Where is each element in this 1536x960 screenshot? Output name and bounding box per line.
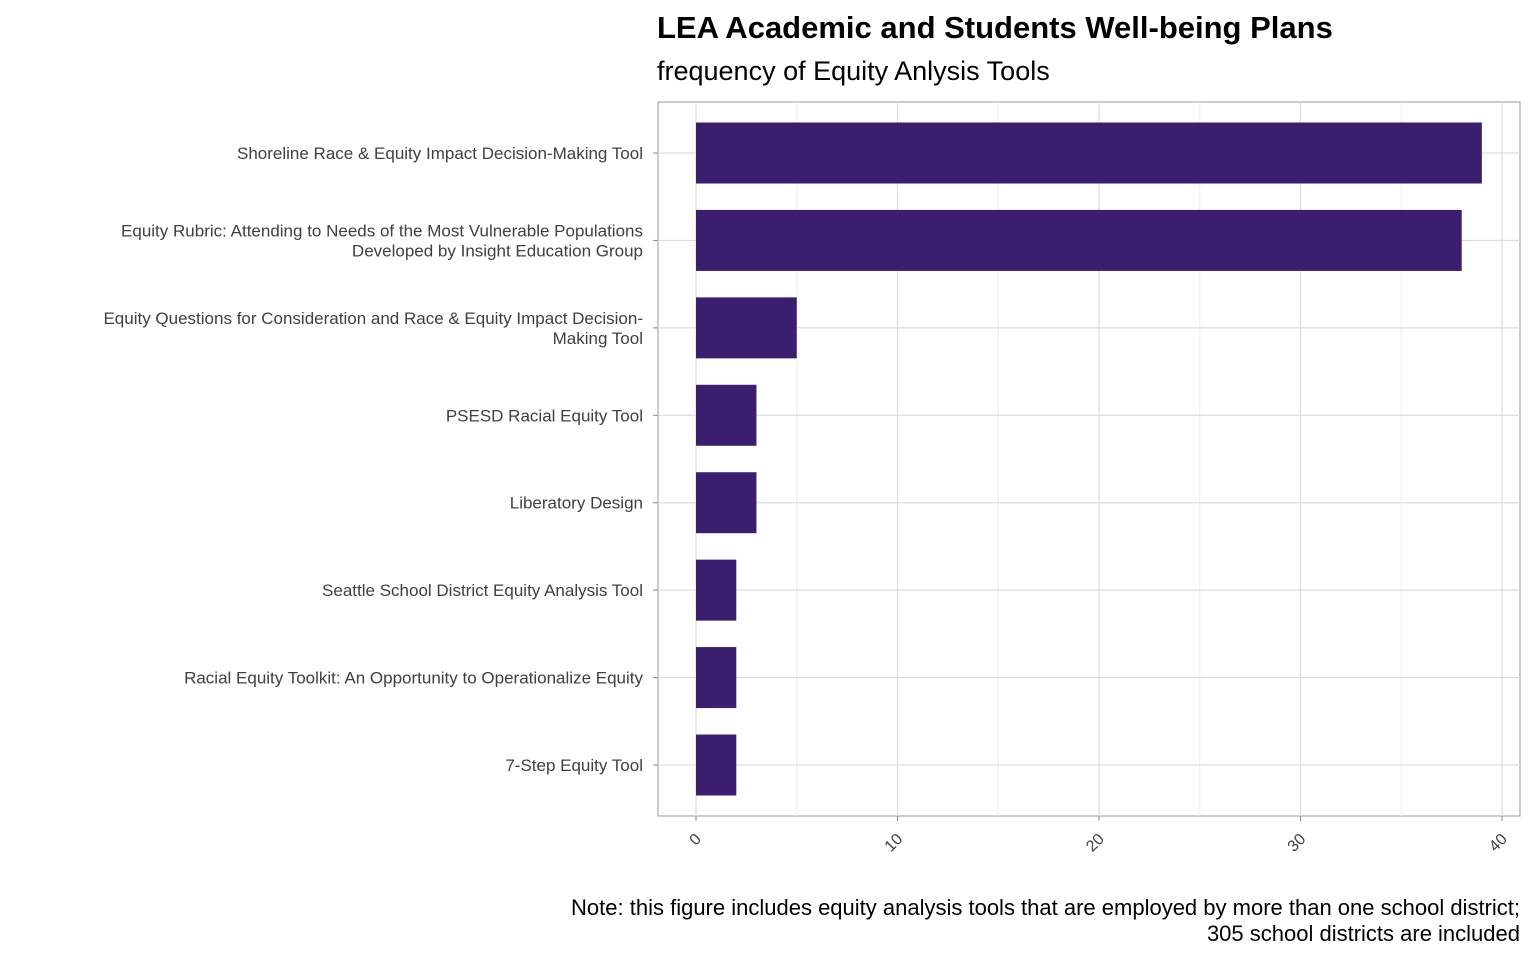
caption-line-1: Note: this figure includes equity analys…	[571, 895, 1520, 920]
x-tick-label: 30	[1285, 831, 1310, 856]
x-tick-label: 10	[882, 831, 907, 856]
bar	[696, 647, 737, 709]
y-tick-label: Liberatory Design	[510, 494, 643, 513]
y-tick-label: PSESD Racial Equity Tool	[446, 406, 643, 425]
y-tick-label: Shoreline Race & Equity Impact Decision-…	[237, 144, 643, 163]
bar	[696, 209, 1462, 271]
plot-panel	[657, 101, 1521, 817]
bars	[696, 122, 1482, 796]
x-tick-label: 40	[1486, 831, 1511, 856]
bar	[696, 472, 757, 534]
bar	[696, 384, 757, 446]
chart-title: LEA Academic and Students Well-being Pla…	[657, 10, 1333, 45]
bar	[696, 559, 737, 621]
caption-line-2: 305 school districts are included	[1207, 921, 1520, 946]
y-axis-ticks: Shoreline Race & Equity Impact Decision-…	[103, 144, 658, 775]
y-tick-label: Equity Rubric: Attending to Needs of the…	[121, 221, 643, 260]
x-tick-label: 20	[1083, 831, 1108, 856]
chart-subtitle: frequency of Equity Anlysis Tools	[657, 56, 1050, 86]
x-axis-ticks: 0 10 20 30 40	[687, 816, 1511, 855]
bar	[696, 122, 1482, 184]
y-tick-label: Racial Equity Toolkit: An Opportunity to…	[184, 669, 643, 688]
y-tick-label: Equity Questions for Consideration and R…	[103, 309, 643, 348]
bar	[696, 734, 737, 796]
bar	[696, 297, 797, 359]
x-tick-label: 0	[687, 831, 705, 849]
y-tick-label: 7-Step Equity Tool	[505, 756, 643, 775]
y-tick-label: Seattle School District Equity Analysis …	[322, 581, 643, 600]
